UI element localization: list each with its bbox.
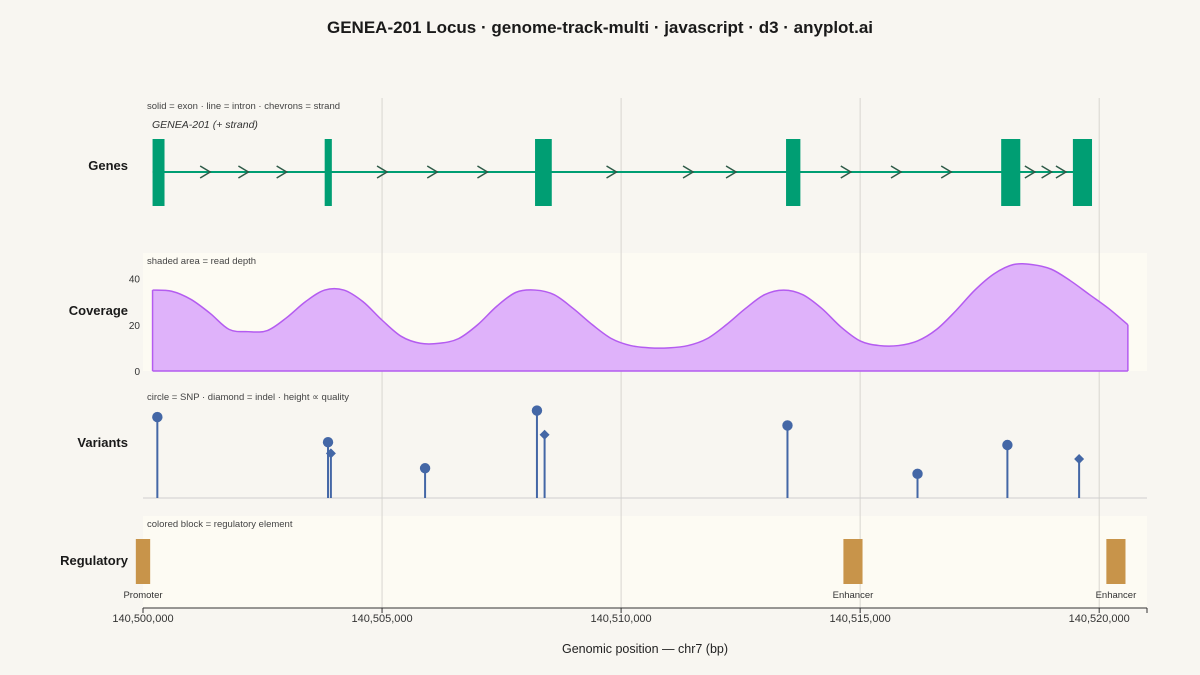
strand-chevron bbox=[940, 165, 953, 179]
x-axis: 140,500,000 140,505,000 140,510,000 140,515… bbox=[112, 607, 1148, 625]
regulatory-block bbox=[135, 539, 151, 584]
coverage-y-tick-label: 20 bbox=[129, 321, 141, 332]
strand-chevron bbox=[890, 165, 903, 179]
regulatory-panel-bg bbox=[143, 516, 1147, 608]
coverage-y-tick-label: 0 bbox=[134, 367, 140, 378]
track-label-regulatory: Regulatory bbox=[60, 553, 129, 568]
regulatory-block bbox=[1106, 539, 1126, 584]
indel-marker bbox=[1074, 453, 1085, 464]
snp-marker bbox=[152, 411, 163, 423]
coverage-line bbox=[152, 262, 1129, 349]
strand-chevron bbox=[276, 165, 289, 179]
snp-marker bbox=[1002, 439, 1013, 451]
indel-marker bbox=[539, 429, 550, 440]
strand-chevron bbox=[238, 165, 250, 179]
strand-chevron bbox=[1041, 165, 1054, 179]
strand-chevron bbox=[199, 165, 212, 179]
strand-chevron bbox=[477, 165, 489, 179]
x-tick-label: 140,515,000 bbox=[830, 613, 891, 625]
exon-block bbox=[152, 139, 165, 206]
snp-marker bbox=[531, 405, 543, 416]
strand-chevron bbox=[606, 165, 618, 179]
coverage-y-tick-label: 40 bbox=[129, 275, 141, 286]
variants-legend-note: circle = SNP · diamond = indel · height … bbox=[147, 392, 349, 403]
strand-chevron bbox=[1055, 165, 1068, 179]
strand-chevron bbox=[682, 165, 695, 179]
snp-marker bbox=[419, 463, 431, 474]
chart-title: GENEA-201 Locus · genome-track-multi · j… bbox=[327, 18, 873, 37]
strand-chevron bbox=[725, 165, 738, 179]
regulatory-block bbox=[843, 539, 863, 584]
strand-chevron bbox=[376, 165, 389, 179]
x-axis-label: Genomic position — chr7 (bp) bbox=[562, 642, 728, 656]
strand-chevron bbox=[1024, 165, 1037, 179]
coverage-area bbox=[152, 263, 1128, 371]
exon-block bbox=[1001, 139, 1021, 206]
regulatory-track: Promoter Enhancer Enhancer bbox=[123, 539, 1136, 601]
regulatory-label: Enhancer bbox=[1096, 590, 1137, 601]
regulatory-label: Enhancer bbox=[833, 590, 874, 601]
exon-block bbox=[1072, 139, 1093, 206]
exon-block bbox=[535, 139, 552, 206]
strand-chevron bbox=[426, 165, 439, 179]
exon-block bbox=[786, 139, 801, 206]
x-tick-label: 140,520,000 bbox=[1069, 613, 1130, 625]
genes-track bbox=[152, 139, 1093, 206]
x-tick-label: 140,505,000 bbox=[351, 613, 412, 625]
coverage-legend-note: shaded area = read depth bbox=[147, 256, 256, 267]
track-label-variants: Variants bbox=[77, 435, 128, 450]
snp-marker bbox=[912, 468, 923, 480]
coverage-track: 0 20 40 bbox=[129, 262, 1129, 378]
strand-chevron bbox=[840, 165, 853, 179]
track-label-coverage: Coverage bbox=[69, 303, 128, 318]
x-tick-label: 140,500,000 bbox=[112, 613, 173, 625]
regulatory-legend-note: colored block = regulatory element bbox=[147, 519, 293, 530]
regulatory-label: Promoter bbox=[123, 590, 162, 601]
x-tick-label: 140,510,000 bbox=[591, 613, 652, 625]
snp-marker bbox=[782, 420, 793, 431]
indel-marker bbox=[325, 448, 336, 459]
gene-name-label: GENEA-201 (+ strand) bbox=[152, 119, 258, 131]
snp-marker bbox=[322, 437, 334, 448]
variants-track bbox=[143, 405, 1147, 499]
track-label-genes: Genes bbox=[88, 158, 128, 173]
exon-block bbox=[324, 139, 332, 206]
genes-legend-note: solid = exon · line = intron · chevrons … bbox=[147, 101, 340, 112]
